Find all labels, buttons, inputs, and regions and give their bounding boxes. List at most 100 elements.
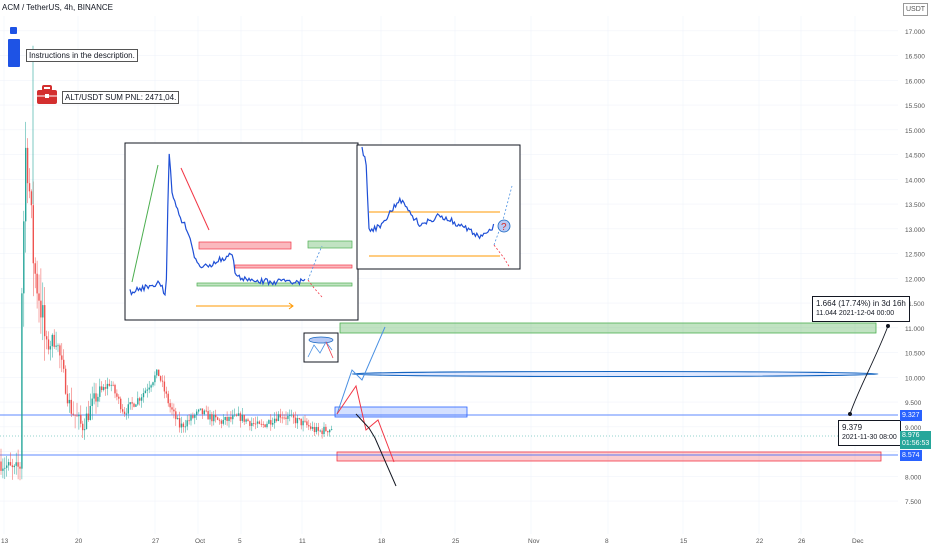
candle-body — [285, 417, 287, 419]
measure-curve[interactable] — [849, 325, 889, 415]
measure-tooltip-line2: 11.044 2021-12-04 00:00 — [816, 310, 895, 317]
candle-body — [57, 345, 59, 347]
candle-body — [275, 418, 278, 421]
candle-body — [72, 413, 74, 415]
candle-body — [207, 411, 209, 420]
candle-body — [53, 334, 55, 347]
candle-body — [140, 397, 143, 401]
candle-body — [289, 415, 291, 417]
candle-body — [93, 393, 95, 399]
candle-body — [283, 417, 285, 419]
candle-body — [4, 467, 6, 469]
measure-end-dot[interactable] — [886, 324, 890, 328]
candle-body — [216, 417, 219, 420]
entry-zone[interactable] — [334, 406, 468, 418]
price-tick-label: 12.000 — [905, 276, 925, 283]
candle-body — [245, 419, 247, 422]
candle-body — [226, 416, 228, 421]
stop-zone[interactable] — [336, 451, 882, 462]
candle-body — [112, 384, 114, 386]
scenario-arrows — [336, 324, 890, 487]
low-tooltip-line1: 9.379 — [842, 423, 863, 432]
candle-body — [148, 387, 150, 390]
candle-body — [97, 396, 99, 402]
measure-tooltip-line1: 1.664 (17.74%) in 3d 16h — [816, 299, 906, 308]
candle-body — [302, 420, 304, 426]
candle-body — [142, 393, 145, 398]
question-icon[interactable] — [497, 219, 511, 233]
candle-body — [205, 410, 207, 412]
candle-body — [30, 191, 33, 206]
candle-body — [104, 387, 107, 389]
candle-body — [0, 461, 2, 471]
bear-scenario-arrow[interactable] — [336, 384, 395, 463]
currency-tag[interactable]: USDT — [903, 3, 929, 16]
price-tick-label: 9.500 — [905, 400, 922, 407]
candle-body — [313, 427, 316, 433]
target-zone[interactable] — [339, 322, 877, 334]
candle-body — [232, 415, 234, 420]
candle-body — [26, 147, 29, 184]
candle-body — [82, 423, 84, 431]
mini-inset-sketch[interactable] — [303, 332, 339, 363]
candle-body — [273, 418, 276, 424]
symbol-title[interactable]: ACM / TetherUS, 4h, BINANCE — [2, 3, 113, 12]
price-tick-label: 14.500 — [905, 153, 925, 160]
candle-body — [211, 414, 213, 422]
candle-body — [222, 419, 224, 424]
candle-body — [201, 408, 204, 415]
candle-body — [169, 403, 171, 408]
candle-body — [118, 396, 120, 399]
instructions-note[interactable]: Instructions in the description. — [26, 49, 138, 62]
price-axis: 17.000 16.500 16.000 15.500 15.000 14.500 14.0… — [905, 29, 925, 506]
candle-body — [237, 413, 240, 416]
candle-body — [184, 426, 186, 428]
candle-body — [116, 393, 118, 397]
price-tick-label: 15.500 — [905, 103, 925, 110]
candle-body — [249, 421, 251, 426]
level-lower-tag: 8.574 — [900, 450, 922, 461]
inset-pattern-right: ? — [356, 144, 521, 270]
candle-body — [292, 414, 295, 418]
candle-body — [23, 221, 25, 294]
time-axis: 13 20 27 Oct 5 11 18 25 Nov 8 15 22 26 Dec — [1, 538, 864, 545]
candle-body — [272, 423, 274, 425]
candle-body — [83, 429, 86, 431]
time-tick-label: 26 — [798, 538, 806, 545]
candle-body — [15, 462, 17, 466]
time-tick-label: 15 — [680, 538, 688, 545]
candle-body — [262, 424, 264, 425]
candle-body — [308, 425, 310, 427]
time-tick-label: Dec — [852, 538, 864, 545]
candle-body — [38, 293, 40, 301]
low-tooltip[interactable]: 9.379 2021-11-30 08:00 — [838, 420, 901, 446]
candle-body — [42, 305, 44, 318]
candle-body — [129, 402, 131, 405]
measure-tooltip[interactable]: 1.664 (17.74%) in 3d 16h 11.044 2021-12-… — [812, 296, 910, 322]
time-tick-label: Oct — [195, 538, 205, 545]
analysis-zones — [334, 322, 882, 462]
price-tick-label: 9.000 — [905, 425, 922, 432]
candle-body — [152, 382, 154, 386]
candle-body — [40, 300, 42, 318]
price-tick-label: 17.000 — [905, 29, 925, 36]
measure-start-dot[interactable] — [848, 412, 852, 416]
candle-body — [294, 417, 297, 424]
candle-body — [68, 399, 71, 404]
candle-body — [99, 386, 101, 397]
blue-range-ellipse[interactable] — [351, 371, 879, 377]
bull-scenario-arrow[interactable] — [336, 326, 386, 415]
black-scenario-arrow[interactable] — [355, 413, 397, 487]
candle-body — [85, 413, 88, 430]
candle-body — [34, 263, 36, 274]
candle-body — [215, 414, 217, 418]
candle-body — [178, 418, 181, 428]
candle-body — [235, 414, 238, 416]
candle-body — [228, 416, 230, 421]
candle-body — [266, 423, 268, 428]
candle-body — [296, 418, 299, 424]
pnl-note[interactable]: ALT/USDT SUM PNL: 2471,04. — [62, 91, 180, 104]
candle-body — [137, 398, 139, 405]
